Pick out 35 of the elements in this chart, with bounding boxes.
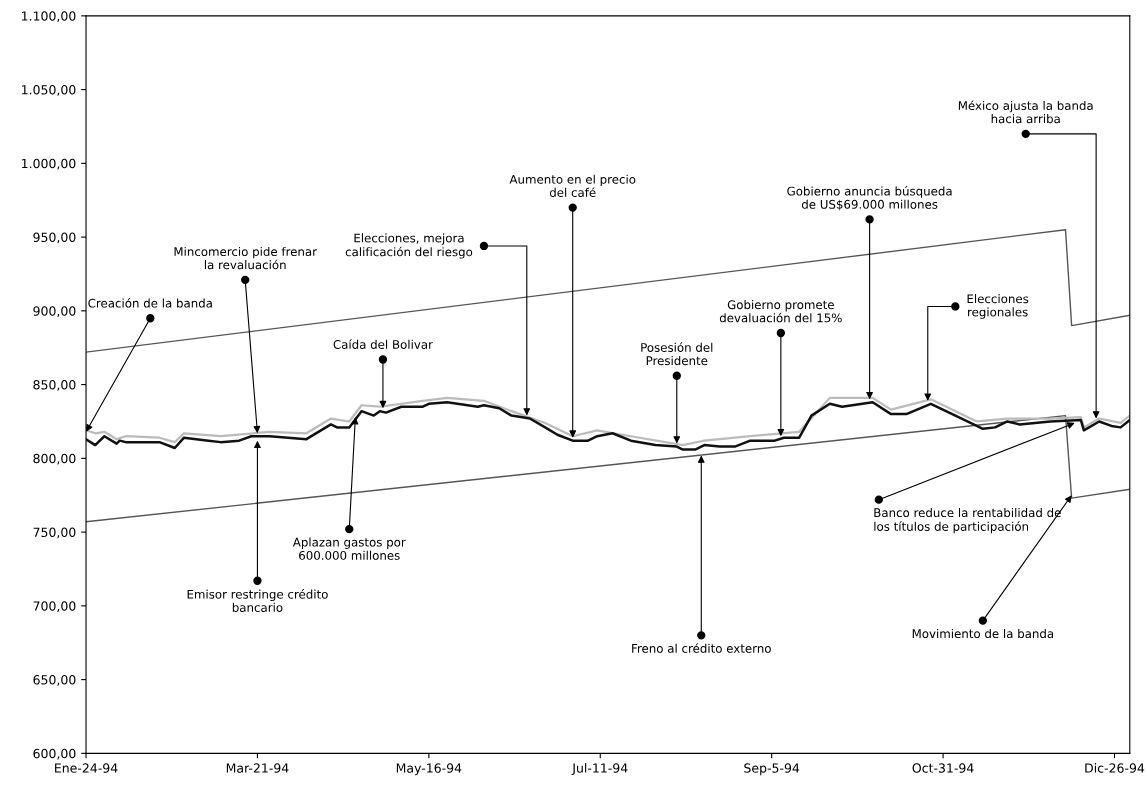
annotation: México ajusta la banda hacia arriba: [958, 100, 1093, 124]
annotation: Gobierno anuncia búsqueda de US$69.000 millones: [787, 185, 952, 211]
y-tick-label: 850,00: [33, 380, 76, 391]
line-series: [86, 229, 1130, 353]
x-tick-label: Sep-5-94: [744, 763, 800, 776]
annotation: Mincomercio pide frenar la revaluación: [174, 246, 317, 270]
y-tick-label: 800,00: [33, 453, 76, 465]
annotation: Posesión del Presidente: [641, 342, 713, 366]
annotation: Elecciones, mejora calificación del riesgo: [345, 233, 473, 259]
annotation: Elecciones regionales: [967, 294, 1029, 319]
x-tick-label: May-16-94: [396, 763, 462, 776]
y-tick-label: 700,00: [33, 601, 76, 613]
x-tick-label: Jul-11-94: [571, 763, 628, 776]
y-tick-label: 900,00: [33, 306, 76, 318]
annotation: Creación de la banda: [88, 298, 212, 308]
y-tick-label: 950,00: [33, 232, 76, 244]
annotation: Caída del Bolivar: [333, 339, 433, 349]
line-series: [86, 401, 1130, 451]
line-series: [86, 414, 1130, 523]
annotation: Emisor restringe crédito bancario: [187, 589, 328, 612]
y-tick-label: 650,00: [33, 675, 76, 686]
annotation: Movimiento de la banda: [912, 628, 1054, 639]
x-tick-label: Mar-21-94: [226, 763, 289, 773]
y-tick-label: 1.000,00: [22, 158, 76, 170]
annotation: Aplazan gastos por 600.000 millones: [292, 537, 406, 560]
x-tick-label: Oct-31-94: [912, 763, 974, 773]
annotation: Gobierno promete devaluación del 15%: [719, 300, 842, 323]
annotation: Aumento en el precio del café: [509, 174, 636, 197]
y-tick-label: 1.100,00: [22, 11, 76, 23]
annotation: Freno al crédito externo: [632, 643, 771, 653]
y-tick-label: 1.050,00: [22, 85, 76, 96]
y-tick-label: 600,00: [33, 748, 76, 760]
x-tick-label: Ene-24-94: [55, 763, 118, 773]
x-tick-label: Dic-26-94: [1085, 763, 1145, 773]
y-tick-label: 750,00: [33, 527, 76, 539]
